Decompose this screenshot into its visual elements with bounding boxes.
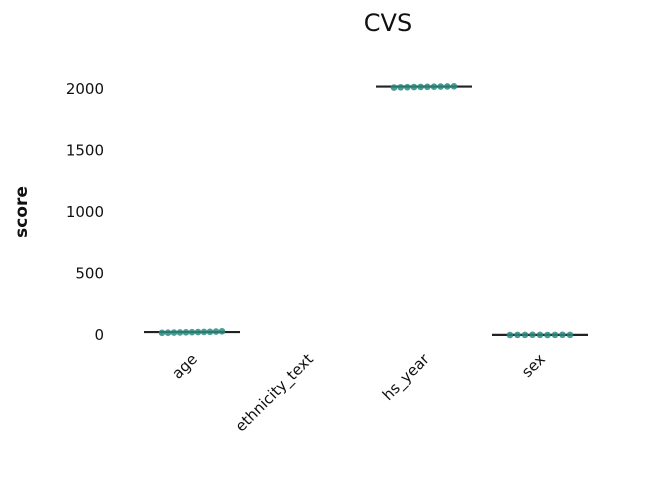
y-tick-label: 1000: [66, 203, 104, 221]
y-tick-label: 1500: [66, 142, 104, 160]
data-point-hs_year: [397, 83, 404, 91]
data-point-hs_year: [390, 84, 398, 91]
data-point-hs_year: [424, 83, 431, 91]
data-point-hs_year: [417, 83, 424, 91]
x-tick-labels: age ethnicity_text hs_year sex: [168, 350, 549, 437]
data-point-sex: [544, 331, 551, 339]
chart-title: CVS: [364, 9, 412, 37]
y-tick-label: 0: [94, 326, 104, 344]
data-point-age: [206, 328, 214, 336]
data-point-age: [200, 328, 208, 336]
data-point-sex: [536, 331, 544, 339]
data-point-age: [158, 329, 166, 337]
data-point-hs_year: [404, 83, 411, 91]
data-point-hs_year: [450, 82, 458, 90]
data-point-age: [194, 328, 202, 336]
x-tick-label: ethnicity_text: [232, 350, 318, 436]
data-point-hs_year: [437, 83, 444, 90]
data-point-hs_year: [444, 83, 451, 90]
data-point-age: [182, 328, 190, 336]
data-point-hs_year: [410, 83, 418, 91]
data-point-hs_year: [430, 83, 438, 90]
data-point-age: [164, 329, 172, 336]
data-point-age: [212, 328, 220, 335]
x-tick-label: sex: [518, 350, 549, 381]
data-point-sex: [529, 331, 536, 339]
plot-area: [144, 82, 588, 339]
y-tick-label: 2000: [66, 80, 104, 98]
x-tick-label: hs_year: [379, 350, 434, 405]
data-point-age: [176, 329, 184, 336]
y-axis-label: score: [12, 186, 32, 238]
data-point-sex: [566, 331, 574, 339]
data-point-age: [188, 328, 196, 336]
x-tick-label: age: [168, 350, 200, 382]
data-point-sex: [521, 331, 529, 339]
y-tick-label: 500: [75, 265, 104, 283]
data-point-age: [170, 329, 178, 336]
data-point-sex: [506, 331, 514, 339]
data-point-sex: [559, 331, 566, 339]
data-point-age: [218, 328, 226, 335]
data-point-sex: [551, 331, 559, 339]
y-tick-labels: 0 500 1000 1500 2000: [66, 80, 104, 344]
data-point-sex: [514, 331, 521, 339]
